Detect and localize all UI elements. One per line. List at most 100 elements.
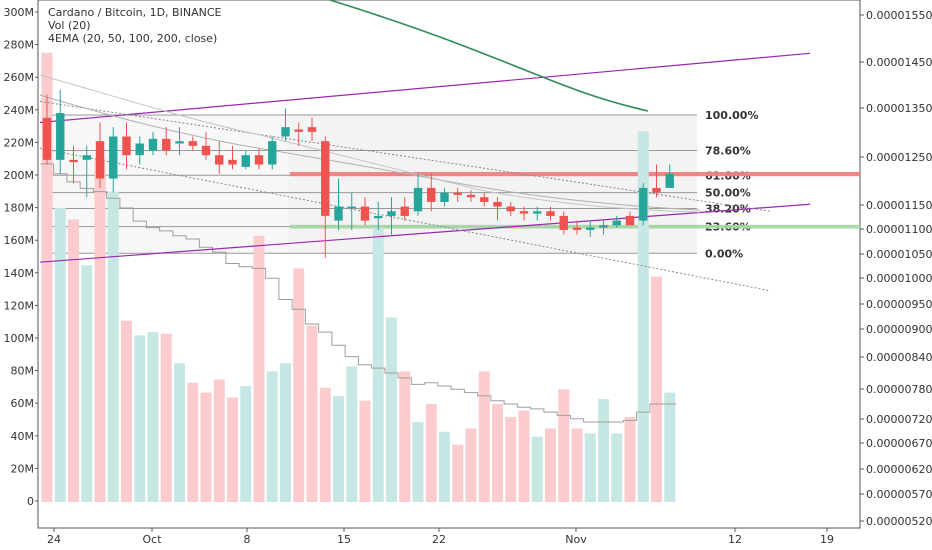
volume-bar (81, 265, 93, 502)
left-axis-tick-label: 120M (4, 299, 35, 312)
left-axis-tick-label: 100M (4, 332, 35, 345)
candle-body (241, 155, 250, 167)
volume-bar (346, 366, 358, 502)
left-axis-tick-label: 140M (4, 267, 35, 280)
candle-body (321, 141, 330, 216)
volume-bar (68, 219, 79, 502)
volume-bar (637, 131, 649, 502)
fib-level-label: 78.60% (705, 145, 751, 158)
volume-bar (94, 159, 106, 502)
candles (42, 89, 674, 258)
candle-body (82, 155, 91, 160)
candle-body (612, 220, 621, 226)
volume-bar (558, 389, 570, 502)
x-axis-tick-label: Nov (565, 533, 587, 546)
volume-bar (266, 371, 278, 502)
fib-level-label: 100.00% (705, 109, 758, 122)
right-axis-tick-label: 0.00001550 (866, 9, 932, 22)
volume-bar (465, 428, 477, 502)
x-axis-tick-label: 19 (820, 533, 834, 546)
candle-body (519, 211, 529, 214)
resistance-zone (290, 172, 860, 177)
candle-body (228, 159, 237, 165)
candle-body (201, 145, 211, 156)
candle-body (122, 136, 131, 156)
x-axis-tick-label: 24 (47, 533, 61, 546)
candle-body (162, 138, 171, 151)
chart-title: Cardano / Bitcoin, 1D, BINANCE (48, 6, 222, 19)
volume-bar (54, 208, 66, 502)
price-zones (290, 172, 860, 229)
volume-bar (107, 191, 119, 502)
fib-background (288, 114, 697, 254)
candle-body (599, 225, 608, 228)
volume-bar (187, 382, 199, 502)
volume-bar (174, 363, 185, 502)
x-axis-tick-label: 12 (728, 533, 742, 546)
right-axis-tick-label: 0.00000670 (866, 437, 932, 450)
right-axis-tick-label: 0.00001450 (866, 56, 932, 69)
candle-body (533, 211, 542, 214)
x-axis-tick-label: 8 (244, 533, 251, 546)
volume-bar (505, 417, 517, 502)
right-axis-tick-label: 0.00001250 (866, 151, 932, 164)
volume-bar (200, 392, 212, 502)
volume-bar (227, 397, 238, 502)
left-axis-tick-label: 20M (11, 462, 35, 475)
candle-body (559, 215, 568, 230)
right-axis-tick-label: 0.00000900 (866, 323, 932, 336)
candle-body (387, 211, 396, 216)
candle-body (480, 197, 489, 202)
left-axis-tick-label: 80M (11, 365, 35, 378)
candle-body (42, 117, 52, 160)
volume-bar (333, 395, 344, 502)
volume-bar (584, 433, 596, 502)
candle-body (625, 215, 635, 226)
volume-bar (664, 392, 676, 502)
channel-upper-line (39, 52, 811, 124)
ema-line-gray-1 (39, 94, 701, 211)
volume-bar (213, 379, 225, 502)
right-axis-tick-label: 0.00000570 (866, 488, 932, 501)
volume-bar (598, 399, 609, 502)
volume-bars (41, 52, 676, 502)
volume-bar (280, 363, 291, 502)
candle-body (347, 206, 356, 209)
volume-bar (359, 400, 371, 502)
dotted-trend-upper (39, 100, 771, 212)
candle-body (281, 127, 290, 137)
left-axis-tick-label: 0 (27, 495, 34, 508)
candle-body (665, 173, 674, 188)
candle-body (188, 141, 197, 146)
candle-body (135, 143, 144, 156)
candle-body (360, 206, 370, 221)
volume-bar (492, 404, 503, 502)
fib-level-label: 38.20% (705, 202, 751, 215)
candle-body (215, 155, 224, 165)
fib-level-label: 0.00% (705, 247, 743, 260)
volume-bar (545, 428, 556, 502)
volume-bar (160, 333, 172, 502)
candle-body (466, 194, 476, 198)
right-axis-tick-label: 0.00001000 (866, 272, 932, 285)
chart-legend: Cardano / Bitcoin, 1D, BINANCE Vol (20) … (48, 6, 221, 45)
left-axis-tick-label: 60M (11, 397, 35, 410)
volume-bar (293, 268, 305, 502)
candle-body (453, 192, 462, 195)
volume-bar (518, 410, 530, 502)
volume-bar (386, 317, 397, 502)
candle-body (572, 227, 582, 230)
right-axis-tick-label: 0.00000520 (866, 515, 932, 528)
fib-level-label: 50.00% (705, 187, 751, 200)
candle-body (175, 141, 184, 144)
candle-body (268, 141, 277, 165)
left-axis-tick-label: 260M (4, 71, 35, 84)
axes: 300M 280M 260M 240M 220M 200M 180M 160M 140M 120M… (4, 6, 932, 546)
volume-bar (478, 371, 490, 502)
candle-body (506, 206, 515, 212)
candle-body (334, 206, 343, 221)
x-axis-tick-label: 15 (337, 533, 351, 546)
candle-body (652, 187, 661, 193)
volume-bar (624, 417, 636, 502)
